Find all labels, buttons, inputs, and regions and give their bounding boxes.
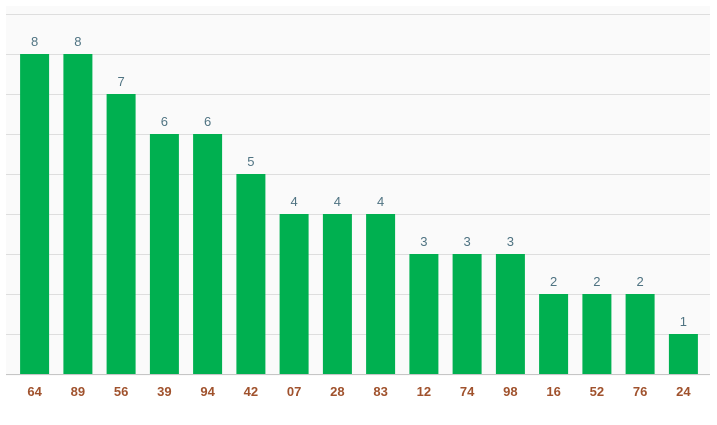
value-label-28: 4	[334, 194, 341, 209]
value-label-42: 5	[247, 154, 254, 169]
value-label-76: 2	[636, 274, 643, 289]
bar-56	[106, 94, 136, 374]
bar-98	[495, 254, 525, 374]
category-label-76: 76	[633, 384, 647, 399]
value-label-94: 6	[204, 114, 211, 129]
value-labels: 8 8 7 6 6 5 4 4 4 3 3 3 2 2 2 1	[31, 34, 687, 329]
value-label-52: 2	[593, 274, 600, 289]
value-label-12: 3	[420, 234, 427, 249]
value-label-89: 8	[74, 34, 81, 49]
value-label-24: 1	[680, 314, 687, 329]
value-label-39: 6	[161, 114, 168, 129]
category-label-12: 12	[417, 384, 431, 399]
category-label-94: 94	[200, 384, 215, 399]
category-label-39: 39	[157, 384, 171, 399]
bar-89	[63, 54, 93, 374]
value-label-64: 8	[31, 34, 38, 49]
bar-74	[452, 254, 482, 374]
category-label-16: 16	[546, 384, 560, 399]
category-labels: 64 89 56 39 94 42 07 28 83 12 74 98 16 52 76 24	[27, 384, 691, 399]
category-label-89: 89	[71, 384, 85, 399]
category-label-07: 07	[287, 384, 301, 399]
category-label-42: 42	[244, 384, 258, 399]
category-label-83: 83	[373, 384, 387, 399]
bar-07	[279, 214, 309, 374]
bar-52	[582, 294, 612, 374]
category-label-74: 74	[460, 384, 475, 399]
bar-12	[409, 254, 439, 374]
value-label-56: 7	[117, 74, 124, 89]
bar-94	[193, 134, 223, 374]
value-label-16: 2	[550, 274, 557, 289]
bar-16	[539, 294, 569, 374]
bar-39	[149, 134, 179, 374]
category-label-56: 56	[114, 384, 128, 399]
bar-42	[236, 174, 266, 374]
value-label-98: 3	[507, 234, 514, 249]
category-label-28: 28	[330, 384, 344, 399]
value-label-07: 4	[290, 194, 297, 209]
bar-76	[625, 294, 655, 374]
value-label-83: 4	[377, 194, 384, 209]
category-label-24: 24	[676, 384, 691, 399]
bar-83	[366, 214, 396, 374]
value-label-74: 3	[463, 234, 470, 249]
category-label-98: 98	[503, 384, 517, 399]
category-label-52: 52	[590, 384, 604, 399]
bar-64	[20, 54, 50, 374]
category-label-64: 64	[27, 384, 42, 399]
bars	[20, 54, 698, 374]
bar-24	[668, 334, 698, 374]
bar-28	[322, 214, 352, 374]
